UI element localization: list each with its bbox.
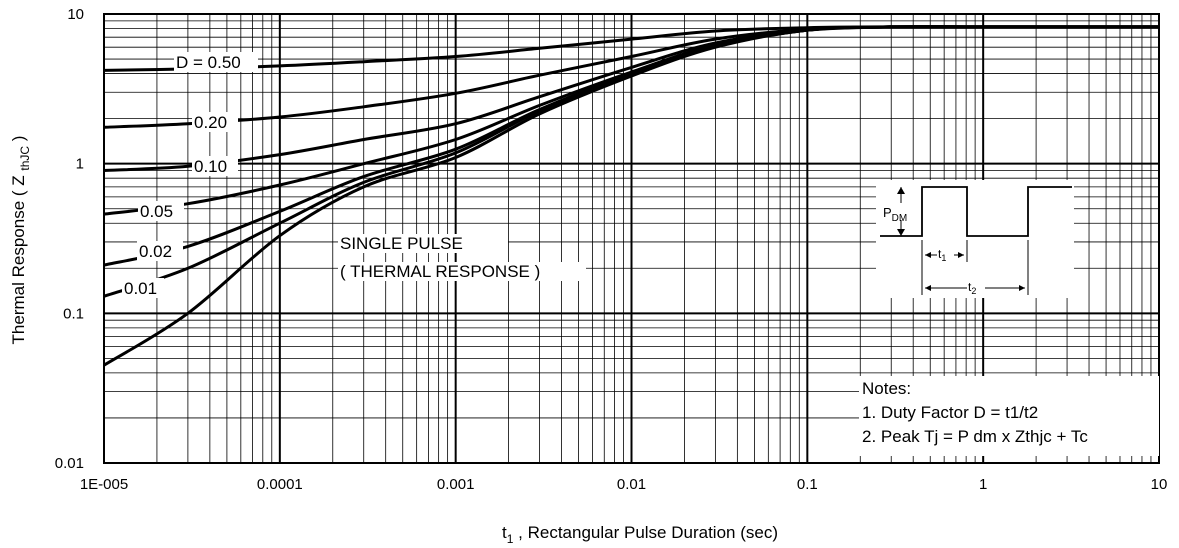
x-tick-label: 1E-005 [80, 476, 128, 493]
x-tick-label: 1 [979, 476, 987, 493]
t2-label-main: t [968, 280, 972, 294]
curve-label: 0.20 [194, 113, 227, 132]
y-tick-label: 10 [67, 6, 84, 23]
t1-arrow-left [925, 252, 931, 258]
notes-background [859, 376, 1159, 456]
t1-label: t1 [938, 247, 946, 263]
single-pulse-bg-2 [338, 262, 586, 281]
single-pulse-bg-1 [338, 234, 508, 253]
pdm-arrow-up [897, 187, 905, 194]
y-axis-title-main: Thermal Response ( Z [9, 171, 28, 345]
x-tick-label: 0.0001 [257, 476, 303, 493]
t2-arrow-left [925, 285, 931, 291]
pulse-waveform [880, 186, 1072, 237]
inset-background [876, 180, 1074, 298]
curve-label-bg [138, 201, 184, 221]
x-tick-labels: 1E-005 0.0001 0.001 0.01 0.1 1 10 [80, 476, 1168, 493]
pdm-label: PDM [883, 205, 907, 224]
curve-label: 0.10 [194, 157, 227, 176]
single-pulse-label: SINGLE PULSE [340, 234, 463, 253]
curve-label-bg [137, 241, 183, 261]
t2-arrow-right [1019, 285, 1025, 291]
pulse-inset: PDM t1 t2 [876, 180, 1074, 298]
thermal-response-label: ( THERMAL RESPONSE ) [340, 262, 540, 281]
curves [103, 25, 1159, 367]
curve-label: 0.01 [124, 279, 157, 298]
t2-label: t2 [968, 280, 976, 296]
x-axis-title-rest: , Rectangular Pulse Duration (sec) [513, 523, 778, 542]
note-duty-factor: 1. Duty Factor D = t1/t2 [862, 403, 1038, 422]
pdm-label-bg [880, 203, 920, 220]
t1-label-main: t [938, 247, 942, 261]
x-axis-title-sub: 1 [507, 532, 514, 546]
y-axis-title-end: ) [9, 136, 28, 146]
curve-label: 0.05 [140, 202, 173, 221]
curve-label-bg [122, 278, 164, 298]
plot-frame [103, 13, 1160, 464]
y-tick-label: 0.01 [55, 455, 84, 472]
t1-label-sub: 1 [941, 253, 946, 263]
notes-box: Notes: 1. Duty Factor D = t1/t2 2. Peak … [859, 376, 1159, 456]
x-tick-label: 0.001 [437, 476, 475, 493]
pdm-arrow-down [897, 229, 905, 236]
curve-label: 0.02 [139, 242, 172, 261]
y-tick-labels: 0.01 0.1 1 10 [55, 6, 84, 472]
note-peak-tj: 2. Peak Tj = P dm x Zthjc + Tc [862, 427, 1088, 446]
curve-line [103, 25, 1159, 367]
t2-label-sub: 2 [971, 286, 976, 296]
curve-label: D = 0.50 [176, 53, 241, 72]
y-tick-label: 1 [76, 156, 84, 173]
x-axis-title-main: t [502, 523, 507, 542]
x-tick-label: 10 [1151, 476, 1168, 493]
y-axis-title: Thermal Response ( Z thJC ) [9, 136, 32, 345]
x-tick-label: 0.1 [797, 476, 818, 493]
x-tick-label: 0.01 [617, 476, 646, 493]
curve-labels: D = 0.50 0.20 0.10 0.05 0.02 0.01 [122, 52, 258, 298]
y-tick-label: 0.1 [63, 305, 84, 322]
curve-label-bg [174, 52, 258, 72]
t1-arrow-right [958, 252, 964, 258]
notes-title: Notes: [862, 379, 911, 398]
t2-label-bg [967, 280, 985, 295]
y-axis-title-sub: thJC [18, 146, 32, 171]
pdm-label-sub: DM [892, 213, 908, 224]
curve-label-bg [192, 156, 238, 176]
curve-label-bg [192, 112, 238, 132]
t1-label-bg [937, 247, 954, 262]
pdm-label-main: P [883, 205, 892, 220]
x-axis-title: t1 , Rectangular Pulse Duration (sec) [502, 523, 778, 546]
